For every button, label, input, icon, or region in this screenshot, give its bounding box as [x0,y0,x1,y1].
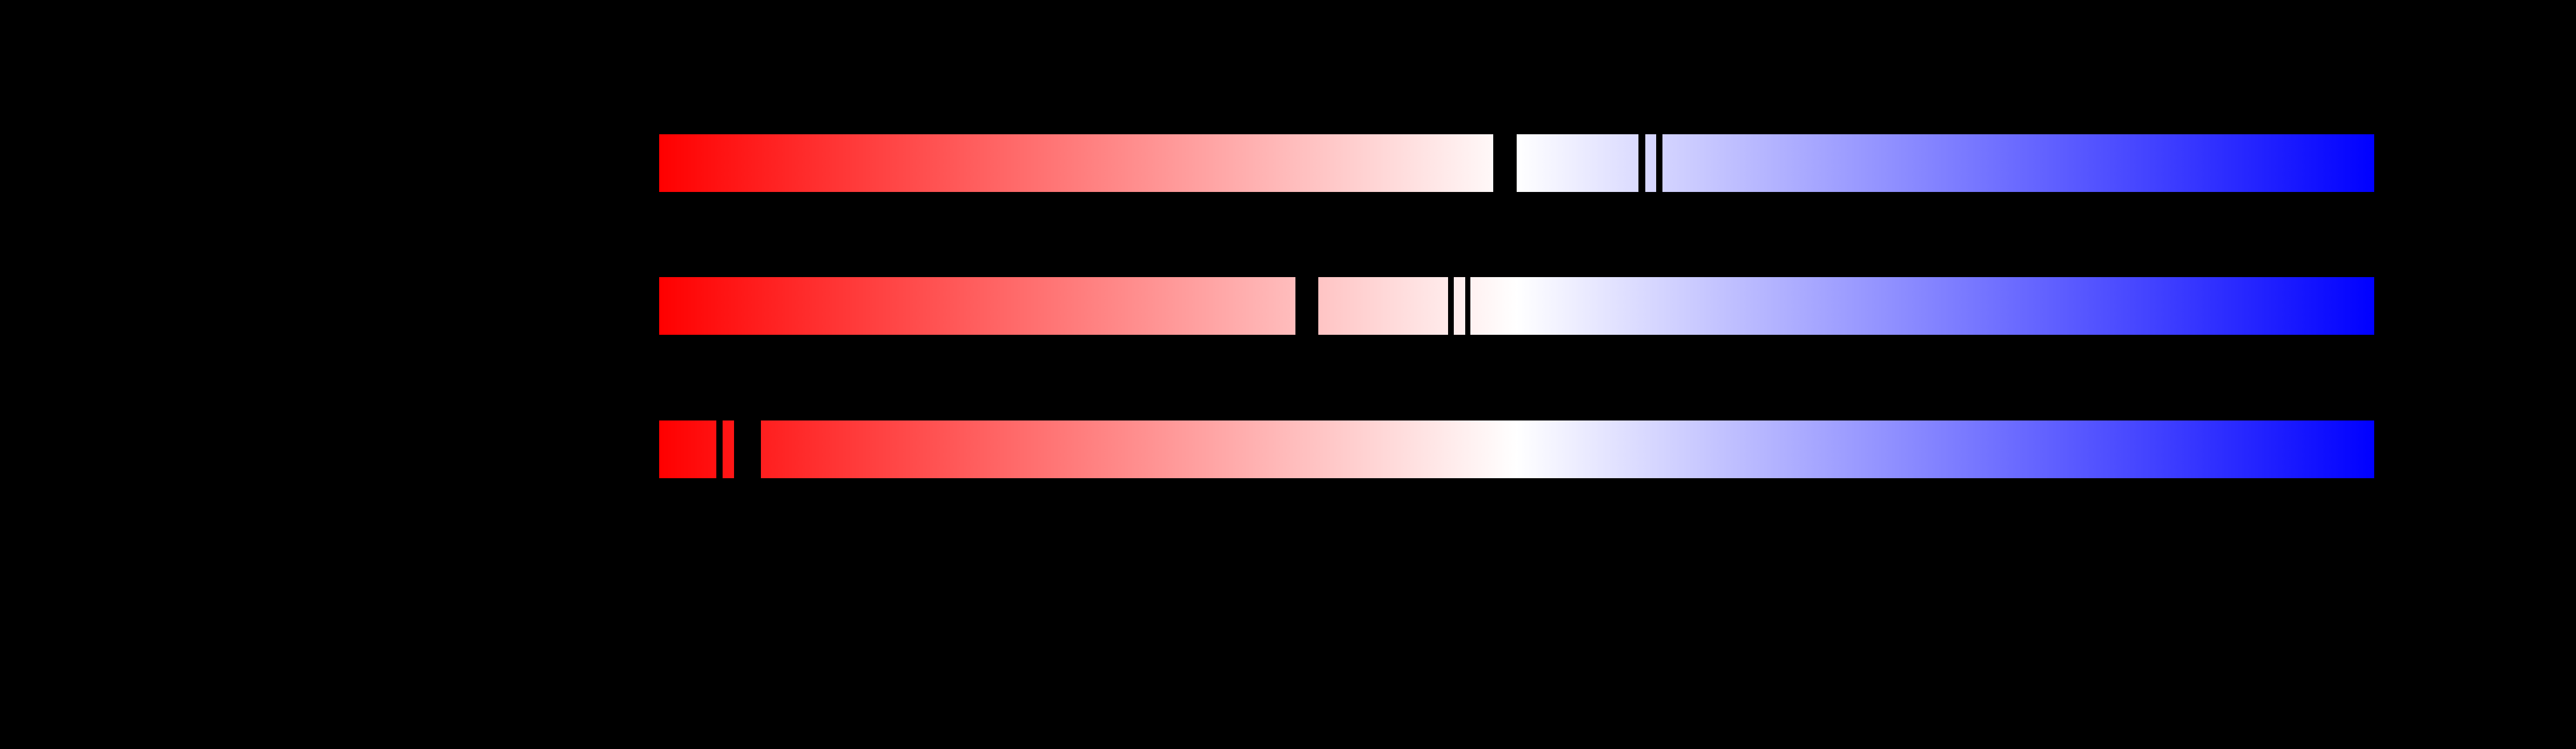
bar-gap [1493,134,1517,192]
gradient-bar-bottom [659,420,2374,478]
bar-gap [1448,277,1454,335]
bar-gap [1295,277,1318,335]
bar-gap [1465,277,1470,335]
bar-gap [1638,134,1645,192]
bar-gap [734,420,761,478]
bar-gap [716,420,723,478]
gradient-bar-top [659,134,2374,192]
bar-gap [1656,134,1662,192]
gradient-bar-middle [659,277,2374,335]
